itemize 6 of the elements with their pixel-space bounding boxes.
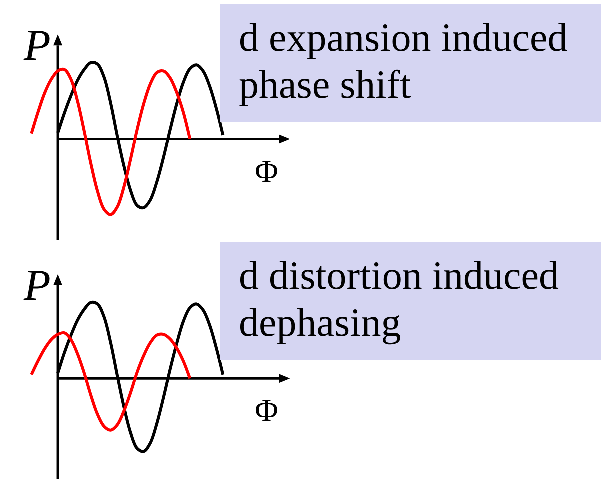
x-axis-title: Φ [255,153,278,189]
text: d distortion induced dephasing [220,242,601,360]
x-axis-title: Φ [255,392,278,428]
text: d expansion induced phase shift [220,4,601,122]
y-axis-title: P [23,261,51,310]
y-axis-title: P [23,21,51,70]
